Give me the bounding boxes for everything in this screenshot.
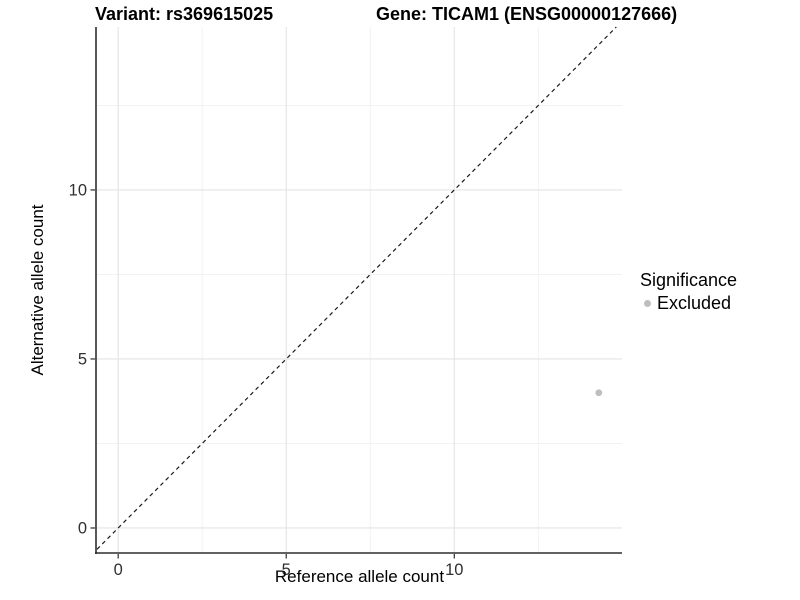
y-tick-label: 5 [78,350,87,368]
y-tick-label: 0 [78,519,87,537]
legend: Significance Excluded [640,270,737,314]
y-tick-label: 10 [69,181,87,199]
y-axis-label: Alternative allele count [28,204,47,376]
legend-title: Significance [640,270,738,290]
x-tick-label: 5 [282,561,291,579]
x-tick-label: 10 [445,561,463,579]
x-tick-label: 0 [114,561,123,579]
data-point [595,389,603,397]
legend-item-label: Excluded [657,293,732,313]
x-axis-label: Reference allele count [274,567,445,586]
plot-title-gene: Gene: TICAM1 (ENSG00000127666) [376,4,678,24]
legend-item-excluded: Excluded [640,293,737,314]
identity-reference-line [96,26,617,550]
legend-point-icon [644,300,651,307]
plot-title-variant: Variant: rs369615025 [95,4,274,24]
